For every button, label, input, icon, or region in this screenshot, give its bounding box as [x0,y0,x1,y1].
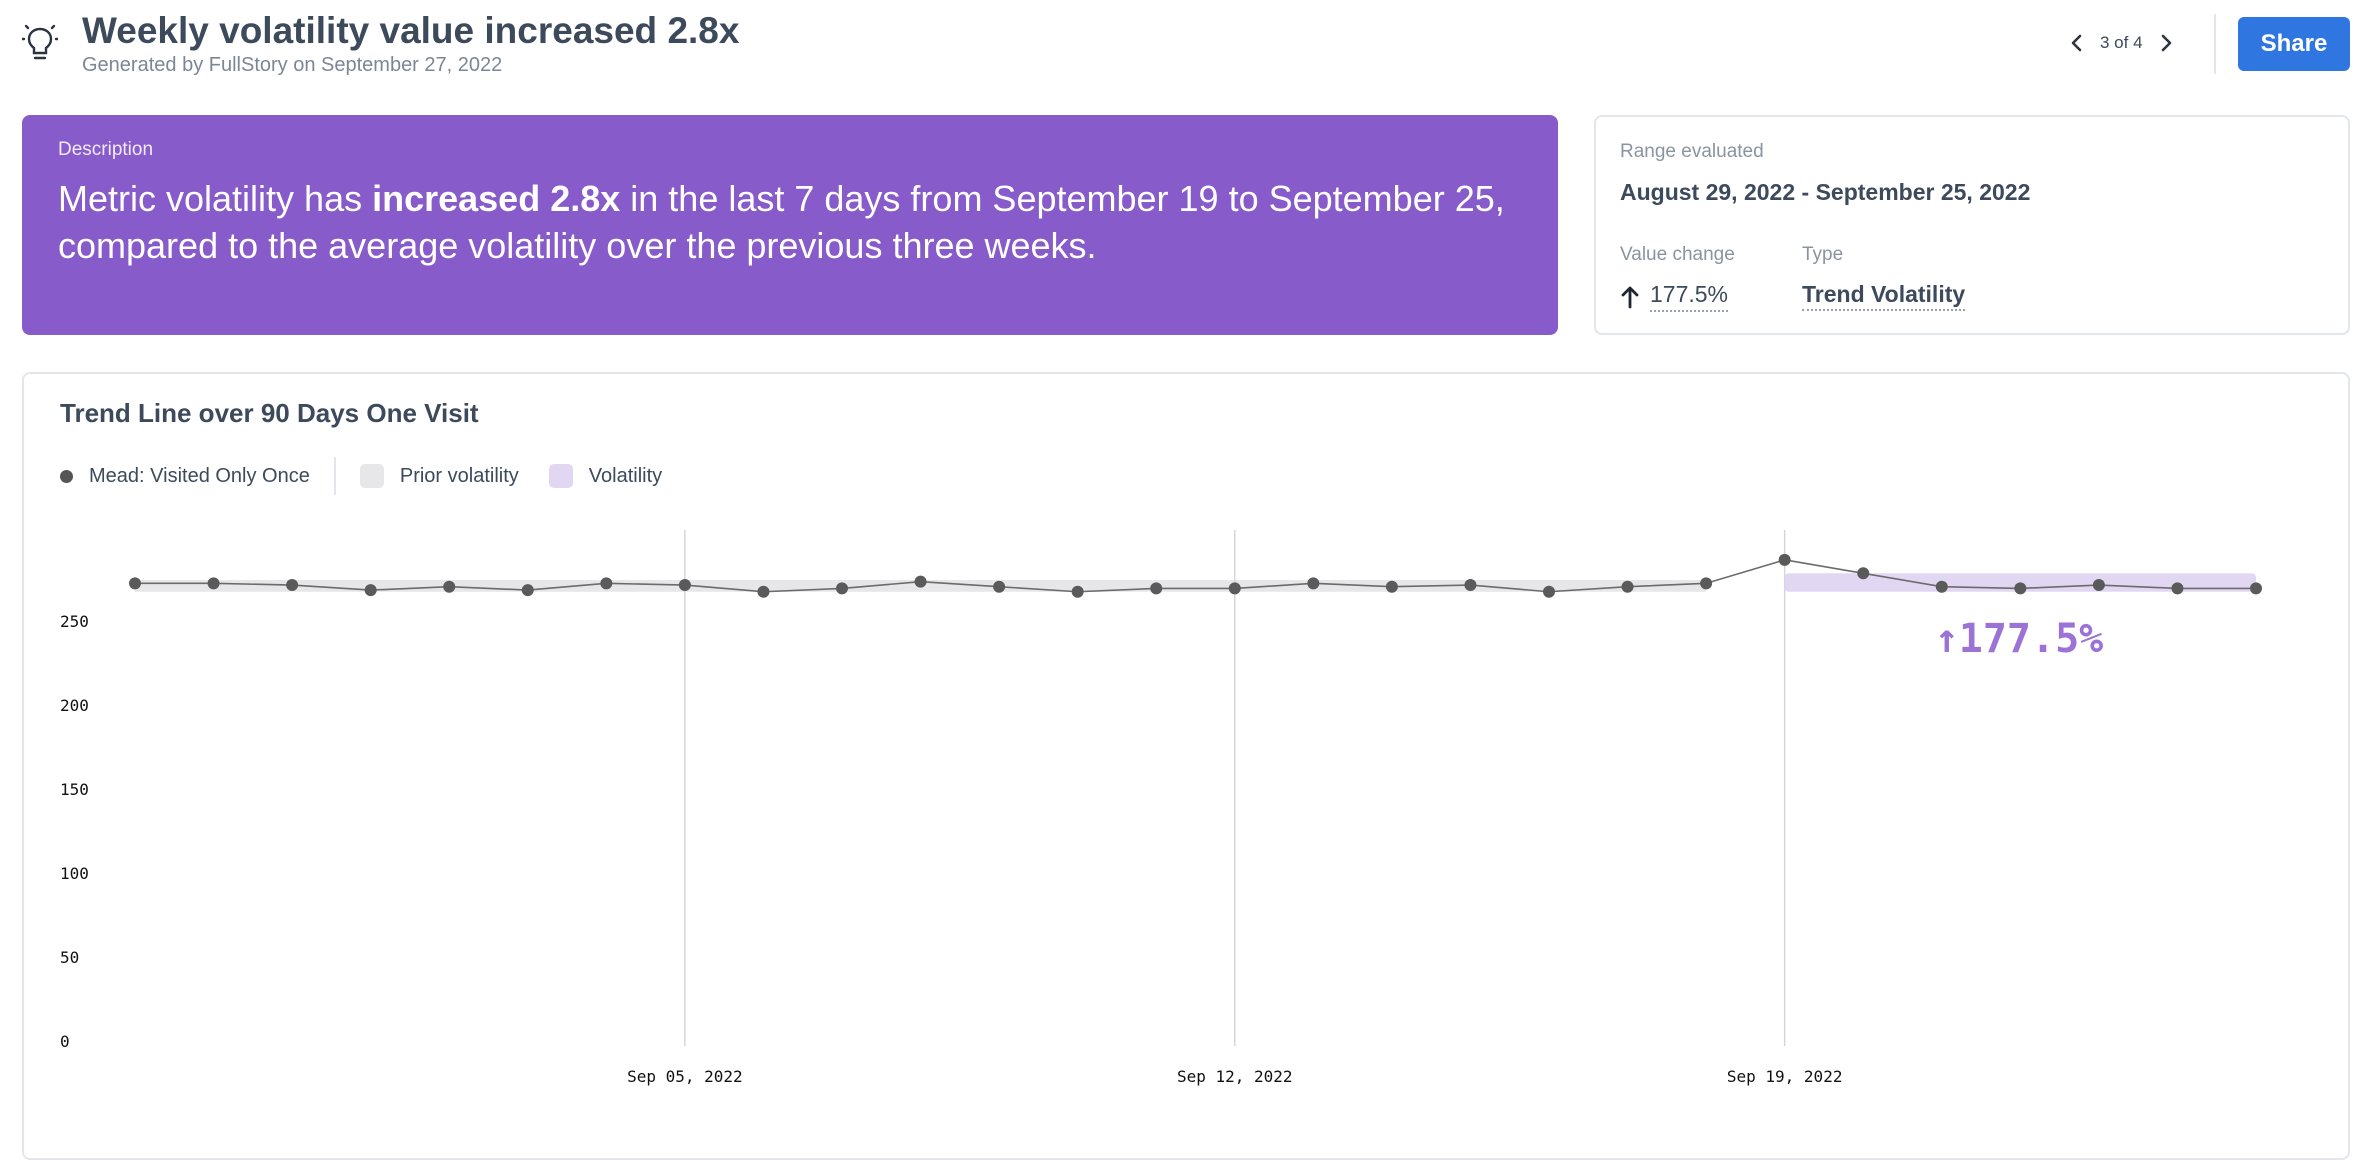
y-tick-label: 100 [60,864,89,883]
x-tick-label: Sep 12, 2022 [1177,1067,1293,1086]
chevron-right-icon [2161,34,2171,52]
description-text: Metric volatility has increased 2.8x in … [58,175,1522,269]
data-point [1307,577,1320,590]
trend-line-chart: 0 50 100 150 200 250 Sep 05, 2022 Sep 12, 2022 S… [60,530,2262,1086]
previous-insight-button[interactable] [2060,26,2094,60]
data-point [364,584,377,597]
y-tick-label: 250 [60,612,89,631]
range-evaluated-label: Range evaluated [1620,141,1764,162]
data-point [2250,582,2262,595]
value-change-label: Value change [1620,244,1735,265]
data-point [1150,582,1163,595]
data-point [914,575,927,588]
data-point [1464,579,1477,592]
type-value-link[interactable]: Trend Volatility [1802,281,1966,311]
legend-volatility-label: Volatility [588,464,663,487]
chevron-left-icon [2071,34,2082,52]
chart-title: Trend Line over 90 Days One Visit [60,398,479,428]
description-panel: Description Metric volatility has increa… [22,115,1558,335]
data-point [207,577,220,590]
volatility-change-annotation: ↑177.5% [1935,616,2104,662]
x-tick-label: Sep 05, 2022 [627,1067,743,1086]
x-tick-label: Sep 19, 2022 [1727,1067,1843,1086]
legend-divider [333,457,336,495]
description-text-start: Metric volatility has [58,178,373,219]
data-point [286,579,299,592]
legend-series-label: Mead: Visited Only Once [89,464,310,487]
type-value: Trend Volatility [1802,281,1966,311]
data-point [1071,585,1084,598]
data-point [1700,577,1713,590]
data-point [836,582,848,595]
data-point [2092,579,2105,592]
y-tick-label: 200 [60,696,89,715]
value-change: 177.5% [1620,281,1729,312]
lightbulb-icon [22,24,58,60]
next-insight-button[interactable] [2149,26,2183,60]
range-info-panel: Range evaluated August 29, 2022 - Septem… [1594,115,2350,335]
page-title: Weekly volatility value increased 2.8x [82,10,740,51]
legend-volatility-swatch [548,464,573,488]
legend-item-volatility[interactable]: Volatility [548,464,663,488]
trend-chart-card: Trend Line over 90 Days One Visit Mead: … [22,372,2350,1160]
y-tick-label: 150 [60,780,89,799]
legend-prior-label: Prior volatility [399,464,519,487]
data-point [993,580,1006,593]
y-tick-label: 50 [60,948,79,967]
value-change-value[interactable]: 177.5% [1650,281,1729,312]
data-point [757,585,770,598]
range-evaluated-value: August 29, 2022 - September 25, 2022 [1620,179,2031,205]
series-line [135,559,2256,593]
description-text-end: in the last 7 days from September 19 to … [58,178,1505,266]
data-point [1621,580,1634,593]
data-point [129,577,141,590]
data-point [1385,580,1398,593]
data-point [1778,553,1791,566]
insight-pager: 3 of 4 [2060,26,2183,60]
legend-series-marker [60,469,73,483]
data-point [443,580,456,593]
arrow-up-icon [1621,286,1639,308]
description-label: Description [58,139,154,160]
share-button[interactable]: Share [2238,17,2350,71]
pager-count: 3 of 4 [2100,33,2143,52]
generated-by-subtitle: Generated by FullStory on September 27, … [82,54,503,76]
legend-prior-swatch [359,464,384,488]
header-divider [2214,14,2216,74]
data-point [1228,582,1241,595]
description-text-highlight: increased 2.8x [372,178,621,219]
chart-legend: Mead: Visited Only Once Prior volatility… [60,456,662,496]
data-point [600,577,613,590]
data-point [521,584,534,597]
data-point [1857,567,1870,580]
y-tick-label: 0 [60,1032,70,1051]
legend-item-series[interactable]: Mead: Visited Only Once [60,465,310,488]
data-point [678,579,691,592]
data-point [1935,580,1948,593]
data-point [2014,582,2027,595]
data-point [2171,582,2184,595]
type-label: Type [1802,244,1844,265]
data-point [1543,585,1555,598]
legend-item-prior-volatility[interactable]: Prior volatility [359,464,519,488]
insight-header: Weekly volatility value increased 2.8x G… [0,0,2368,100]
